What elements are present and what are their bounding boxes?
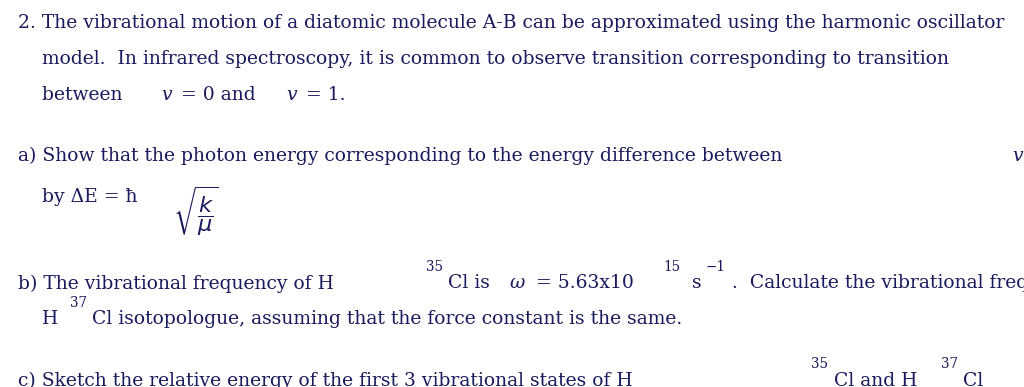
Text: b) The vibrational frequency of H: b) The vibrational frequency of H — [18, 274, 334, 293]
Text: Cl and H: Cl and H — [834, 372, 916, 387]
Text: 15: 15 — [664, 260, 681, 274]
Text: v: v — [161, 86, 172, 104]
Text: H: H — [18, 310, 58, 329]
Text: v: v — [1013, 147, 1023, 165]
Text: Cl isotopologue, assuming that the force constant is the same.: Cl isotopologue, assuming that the force… — [92, 310, 683, 329]
Text: between: between — [18, 86, 129, 104]
Text: −1: −1 — [706, 260, 726, 274]
Text: model.  In infrared spectroscopy, it is common to observe transition correspondi: model. In infrared spectroscopy, it is c… — [18, 50, 949, 68]
Text: 37: 37 — [941, 357, 958, 371]
Text: = 1.: = 1. — [300, 86, 346, 104]
Text: 35: 35 — [811, 357, 828, 371]
Text: ω: ω — [510, 274, 525, 293]
Text: $\sqrt{\dfrac{k}{\mu}}$: $\sqrt{\dfrac{k}{\mu}}$ — [173, 184, 218, 238]
Text: s: s — [686, 274, 701, 293]
Text: Cl is: Cl is — [449, 274, 496, 293]
Text: 37: 37 — [71, 296, 87, 310]
Text: a) Show that the photon energy corresponding to the energy difference between: a) Show that the photon energy correspon… — [18, 147, 788, 165]
Text: v: v — [287, 86, 297, 104]
Text: 2. The vibrational motion of a diatomic molecule A-B can be approximated using t: 2. The vibrational motion of a diatomic … — [18, 14, 1005, 32]
Text: = 0 and: = 0 and — [175, 86, 261, 104]
Text: 35: 35 — [426, 260, 443, 274]
Text: = 5.63x10: = 5.63x10 — [529, 274, 634, 293]
Text: by ΔE = ħ: by ΔE = ħ — [18, 188, 138, 206]
Text: .  Calculate the vibrational frequency of the: . Calculate the vibrational frequency of… — [732, 274, 1024, 293]
Text: c) Sketch the relative energy of the first 3 vibrational states of H: c) Sketch the relative energy of the fir… — [18, 372, 633, 387]
Text: Cl: Cl — [964, 372, 983, 387]
